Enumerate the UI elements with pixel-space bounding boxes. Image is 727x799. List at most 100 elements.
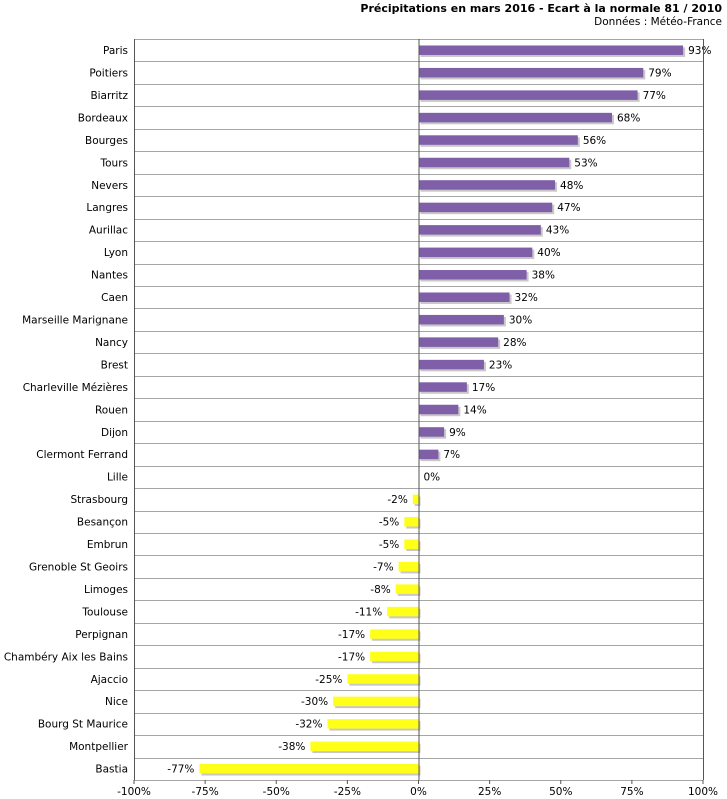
bar-dijon <box>418 427 445 437</box>
bar-rouen <box>418 404 459 415</box>
category-label: Paris <box>103 45 128 57</box>
bar-biarritz <box>418 90 638 100</box>
data-label: -30% <box>301 696 328 708</box>
data-label: -7% <box>373 561 393 573</box>
category-label: Bourg St Maurice <box>38 719 128 731</box>
bar-nancy <box>418 337 499 347</box>
bar-poitiers <box>418 67 644 78</box>
category-label: Lille <box>107 472 128 484</box>
data-label: -17% <box>338 651 365 663</box>
data-label: 23% <box>489 359 512 371</box>
bar-marseille-marignane <box>418 314 504 325</box>
bar-caen <box>418 292 510 302</box>
bar-grenoble-st-geoirs <box>398 561 419 572</box>
category-label: Tours <box>100 157 129 169</box>
category-label: Bordeaux <box>78 112 128 124</box>
bar-bastia <box>199 764 419 774</box>
x-tick-label: 0% <box>410 786 427 798</box>
data-label: 77% <box>643 90 666 102</box>
data-label: -38% <box>278 741 305 753</box>
category-label: Ajaccio <box>91 674 128 686</box>
data-label: 93% <box>688 45 711 57</box>
data-label: 48% <box>560 180 583 192</box>
category-label: Rouen <box>95 404 128 416</box>
bar-perpignan <box>370 629 419 639</box>
bar-montpellier <box>310 741 419 752</box>
bar-chamb-ry-aix-les-bains <box>370 651 419 662</box>
data-label: 14% <box>463 404 486 416</box>
data-label: -17% <box>338 629 365 641</box>
data-label: -25% <box>315 674 342 686</box>
bar-strasbourg <box>412 494 419 505</box>
bar-tours <box>418 157 570 168</box>
x-tick-label: 25% <box>478 786 501 798</box>
data-label: 9% <box>449 427 466 439</box>
x-tick-label: 75% <box>620 786 643 798</box>
category-label: Charleville Mézières <box>23 382 128 394</box>
bar-brest <box>418 359 484 370</box>
category-label: Nice <box>105 696 128 708</box>
bars <box>199 45 686 776</box>
category-label: Limoges <box>84 584 128 596</box>
x-tick-label: 50% <box>549 786 572 798</box>
category-label: Lyon <box>104 247 128 259</box>
category-label: Poitiers <box>89 67 128 79</box>
category-label: Caen <box>101 292 128 304</box>
category-label: Biarritz <box>90 90 128 102</box>
data-label: 56% <box>583 135 606 147</box>
bar-besan-on <box>404 517 419 527</box>
data-label: 53% <box>574 157 597 169</box>
x-tick-label: -25% <box>334 786 361 798</box>
bar-lyon <box>418 247 533 258</box>
category-label: Besançon <box>77 517 128 529</box>
data-label: -2% <box>387 494 407 506</box>
bar-langres <box>418 202 553 213</box>
category-label: Perpignan <box>75 629 128 641</box>
data-label: -32% <box>295 719 322 731</box>
axes <box>134 39 704 780</box>
bar-ajaccio <box>347 674 419 684</box>
category-label: Toulouse <box>81 606 128 618</box>
bar-aurillac <box>418 225 541 235</box>
x-tick-label: 100% <box>688 786 718 798</box>
chart-title: Précipitations en mars 2016 - Ecart à la… <box>360 2 722 15</box>
category-label: Aurillac <box>89 225 128 237</box>
data-label: 17% <box>472 382 495 394</box>
x-tick-label: -100% <box>117 786 151 798</box>
bar-bourg-st-maurice <box>327 719 419 729</box>
bar-embrun <box>404 539 419 549</box>
data-label: 47% <box>557 202 580 214</box>
category-label: Strasbourg <box>70 494 128 506</box>
x-tick-label: -50% <box>263 786 290 798</box>
bar-charleville-m-zi-res <box>418 382 467 392</box>
category-label: Nantes <box>91 270 128 282</box>
data-label: 79% <box>648 67 671 79</box>
data-label: 40% <box>537 247 560 259</box>
data-label: -5% <box>379 539 399 551</box>
bar-bourges <box>418 135 578 145</box>
bar-toulouse <box>387 606 419 617</box>
data-label: -5% <box>379 517 399 529</box>
data-label: 32% <box>515 292 538 304</box>
category-label: Chambéry Aix les Bains <box>4 651 128 663</box>
bar-paris <box>418 45 684 55</box>
category-label: Langres <box>86 202 128 214</box>
bar-bordeaux <box>418 112 612 123</box>
bar-clermont-ferrand <box>418 449 439 460</box>
category-labels: Paris Poitiers Biarritz Bordeaux Bourges Tour… <box>4 45 129 776</box>
category-label: Bourges <box>85 135 128 147</box>
category-label: Nancy <box>95 337 128 349</box>
bar-nantes <box>418 270 527 280</box>
data-label: 43% <box>546 225 569 237</box>
data-label: 30% <box>509 314 532 326</box>
data-label: 28% <box>503 337 526 349</box>
x-tick-label: -75% <box>192 786 219 798</box>
data-label: 0% <box>424 472 441 484</box>
category-label: Embrun <box>87 539 128 551</box>
data-labels: 93% 79% 77%68% 56% 53% 48% 47% 43% 40% 38% 32% 30% 2… <box>167 45 711 776</box>
chart-source: Données : Météo-France <box>594 16 722 28</box>
category-label: Bastia <box>95 764 128 776</box>
category-label: Marseille Marignane <box>22 314 128 326</box>
category-label: Clermont Ferrand <box>36 449 128 461</box>
